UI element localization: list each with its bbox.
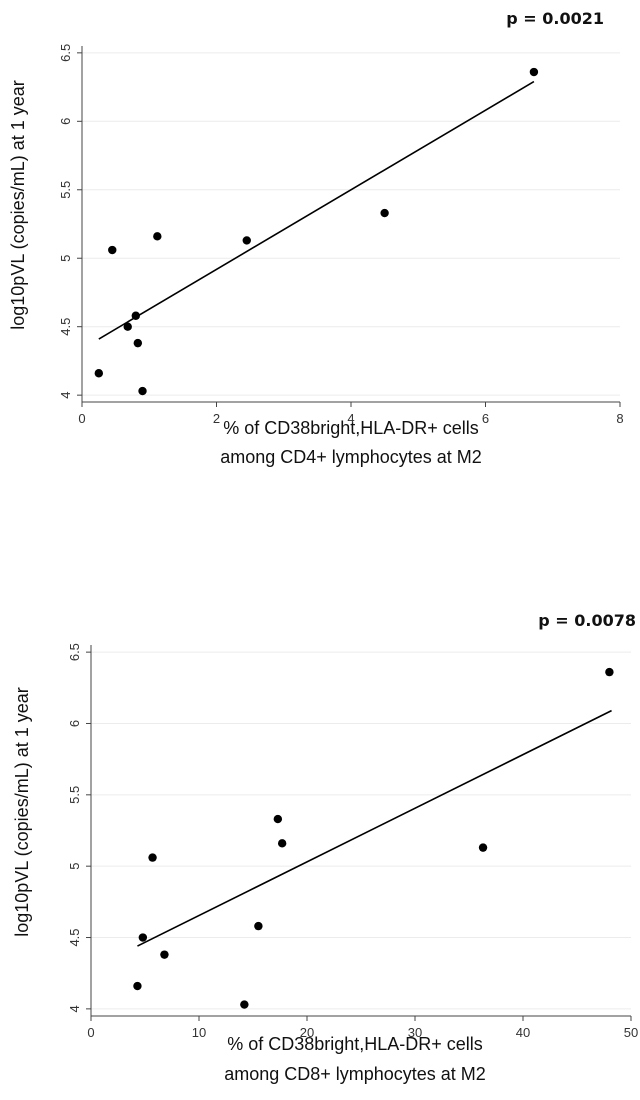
data-point-5 [138,386,147,396]
y-tick-label: 6 [67,720,82,727]
chart-panel-cd4: p = 0.0021 % of CD38bright,HLA-DR+ cells… [8,9,624,467]
x-tick-label: 40 [516,1025,530,1040]
data-point-2 [148,853,157,862]
data-point-7 [242,236,251,245]
y-tick-label: 6.5 [67,643,82,661]
y-tick-label: 4 [67,1005,82,1012]
data-point-8 [478,843,488,852]
p-value-annotation: p = 0.0021 [506,9,604,28]
data-point-9 [529,67,539,77]
x-tick-label: 50 [624,1025,638,1040]
data-point-5 [254,921,263,931]
data-point-0 [94,369,104,378]
regression-line [137,709,612,947]
x-tick-label: 4 [347,411,354,426]
data-point-4 [240,1000,249,1009]
x-axis-title-line-1: % of CD38bright,HLA-DR+ cells [223,418,479,438]
y-tick-label: 5.5 [67,786,82,804]
data-point-3 [160,950,169,959]
data-point-7 [277,839,287,848]
data-point-6 [153,232,162,241]
x-axis-title-line-2: among CD4+ lymphocytes at M2 [220,447,482,467]
y-tick-label: 5.5 [58,181,73,199]
x-tick-label: 0 [78,411,85,426]
y-tick-label: 4.5 [67,928,82,946]
scatter-plot-cd8: p = 0.0078 % of CD38bright,HLA-DR+ cells… [12,611,638,1084]
x-tick-label: 20 [300,1025,314,1040]
x-tick-label: 2 [213,411,220,426]
x-tick-label: 8 [616,411,623,426]
x-axis-title-line-1: % of CD38bright,HLA-DR+ cells [227,1034,483,1054]
x-tick-label: 10 [192,1025,206,1040]
x-tick-label: 0 [87,1025,94,1040]
x-tick-label: 30 [408,1025,422,1040]
y-tick-label: 6.5 [58,44,73,62]
data-point-2 [123,322,132,331]
x-axis-title-line-2: among CD8+ lymphocytes at M2 [224,1064,486,1084]
y-tick-label: 5 [58,255,73,262]
chart-panel-cd8: p = 0.0078 % of CD38bright,HLA-DR+ cells… [0,550,640,1100]
data-point-1 [108,245,117,255]
scatter-plot-cd4: p = 0.0021 % of CD38bright,HLA-DR+ cells… [8,9,624,467]
y-tick-label: 5 [67,863,82,870]
p-value-annotation: p = 0.0078 [538,611,636,630]
y-tick-label: 4 [58,392,73,399]
data-point-6 [273,814,283,824]
data-point-1 [138,933,148,942]
x-tick-label: 6 [482,411,489,426]
data-point-0 [133,981,142,991]
y-axis-title: log10pVL (copies/mL) at 1 year [8,80,28,329]
y-axis-title: log10pVL (copies/mL) at 1 year [12,687,32,936]
y-tick-label: 4.5 [58,318,73,336]
data-point-9 [605,667,614,677]
data-point-4 [133,338,143,348]
data-point-3 [131,311,140,320]
data-point-8 [380,208,389,218]
regression-line [98,80,535,340]
y-tick-label: 6 [58,118,73,125]
